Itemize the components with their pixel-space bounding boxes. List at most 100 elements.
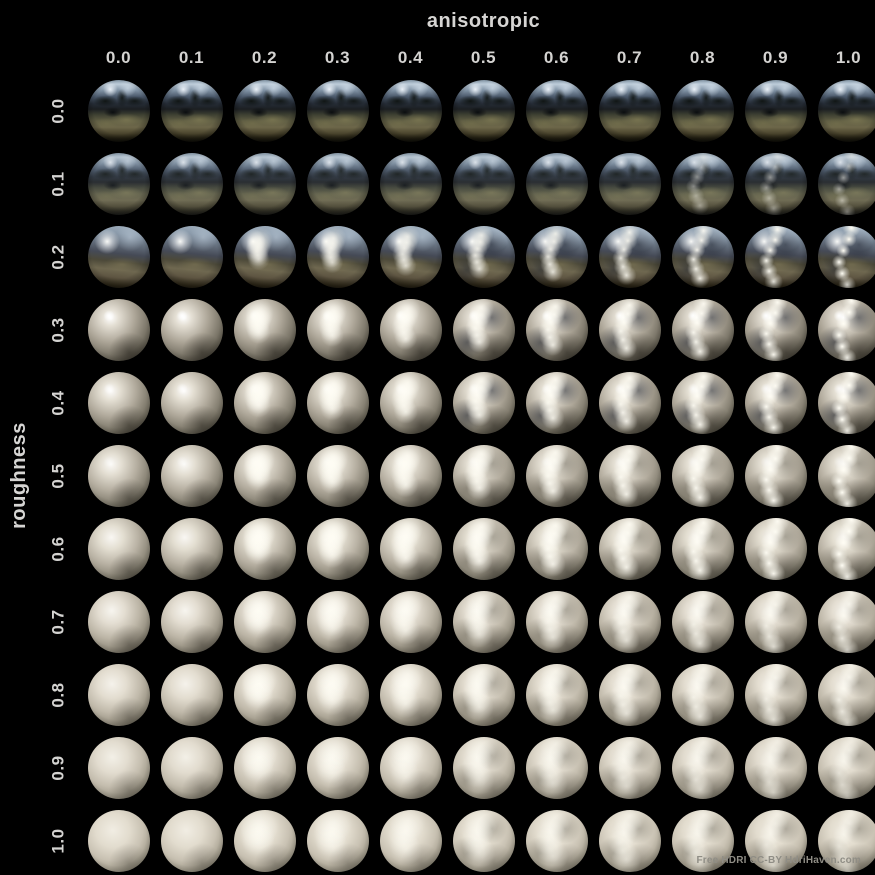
sphere-cell [520,147,593,220]
sphere-cell [520,731,593,804]
sphere [379,517,442,580]
column-labels: 0.0 0.1 0.2 0.3 0.4 0.5 0.6 0.7 0.8 0.9 1.0 [82,48,875,68]
sphere [160,79,223,142]
sphere-cell [812,439,875,512]
sphere-cell [666,366,739,439]
sphere-cell [812,804,875,875]
row-tick-label: 0.9 [48,754,68,781]
sphere [671,736,734,799]
sphere [87,225,150,288]
sphere-cell [739,731,812,804]
sphere-cell [812,293,875,366]
column-tick-label: 0.2 [251,48,278,67]
sphere [817,809,875,872]
sphere [598,663,661,726]
sphere [744,809,807,872]
sphere-cell [301,220,374,293]
sphere-cell [739,585,812,658]
sphere-cell [374,439,447,512]
sphere-cell [739,366,812,439]
row-tick-label-wrap: 0.7 [42,585,76,658]
sphere-cell [82,74,155,147]
sphere [525,809,588,872]
sphere [598,152,661,215]
sphere [817,663,875,726]
sphere-cell [812,147,875,220]
sphere [744,298,807,361]
sphere-cell [447,74,520,147]
sphere [671,371,734,434]
sphere [452,298,515,361]
sphere-cell [155,220,228,293]
sphere [671,517,734,580]
sphere [233,444,296,507]
sphere-cell [593,731,666,804]
sphere-cell [374,512,447,585]
sphere-cell [447,147,520,220]
column-tick-label: 0.6 [543,48,570,67]
sphere-cell [520,439,593,512]
sphere-cell [82,439,155,512]
sphere [598,736,661,799]
sphere [525,298,588,361]
sphere [452,590,515,653]
sphere-cell [593,293,666,366]
sphere-cell [228,147,301,220]
sphere-cell [812,658,875,731]
sphere [379,590,442,653]
sphere [452,517,515,580]
sphere [525,79,588,142]
sphere-cell [520,293,593,366]
sphere-cell [739,220,812,293]
sphere-cell [593,147,666,220]
sphere-cell [82,293,155,366]
sphere [87,590,150,653]
row-tick-label: 0.4 [48,389,68,416]
sphere-cell [374,658,447,731]
sphere-cell [155,366,228,439]
sphere-cell [593,512,666,585]
sphere-cell [155,147,228,220]
sphere [160,444,223,507]
sphere-cell [447,293,520,366]
row-tick-label: 0.0 [48,97,68,124]
sphere-cell [82,731,155,804]
row-labels: 0.0 0.1 0.2 0.3 0.4 0.5 0.6 0.7 0.8 0.9 1.0 [42,74,76,875]
sphere-cell [447,220,520,293]
sphere [671,663,734,726]
sphere-cell [155,293,228,366]
sphere-cell [155,585,228,658]
sphere [744,590,807,653]
sphere-cell [593,220,666,293]
sphere-cell [593,804,666,875]
sphere-cell [228,74,301,147]
row-tick-label: 0.6 [48,535,68,562]
sphere [233,79,296,142]
sphere-cell [301,731,374,804]
sphere [306,736,369,799]
sphere [452,371,515,434]
sphere [306,79,369,142]
sphere [233,371,296,434]
sphere-cell [447,585,520,658]
sphere-cell [82,804,155,875]
sphere [233,663,296,726]
sphere [160,736,223,799]
sphere [379,809,442,872]
sphere-cell [666,147,739,220]
column-tick-label: 0.5 [470,48,497,67]
sphere-cell [520,512,593,585]
sphere [87,79,150,142]
sphere [87,736,150,799]
sphere-cell [593,74,666,147]
sphere [160,517,223,580]
sphere-cell [301,147,374,220]
sphere [744,225,807,288]
sphere-cell [666,74,739,147]
sphere [817,152,875,215]
sphere [744,736,807,799]
sphere-cell [82,220,155,293]
sphere [817,590,875,653]
sphere-cell [447,512,520,585]
